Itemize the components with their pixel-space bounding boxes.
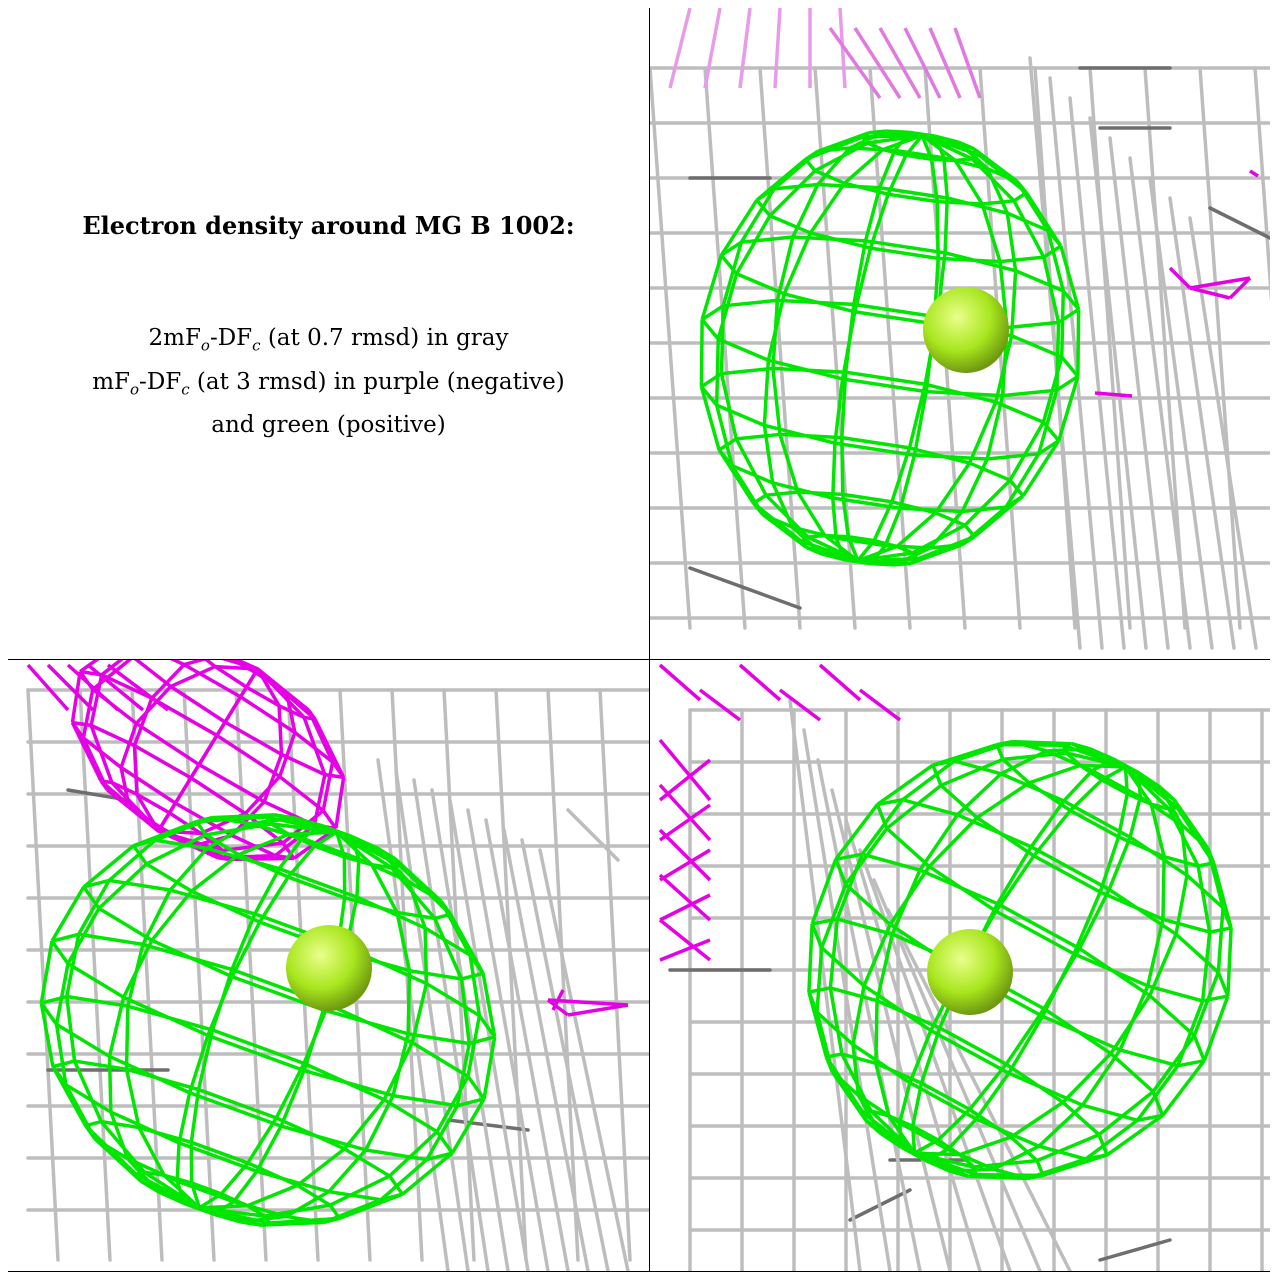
table-border-middle — [8, 659, 1270, 660]
magnesium-atom — [927, 929, 1013, 1015]
caption-body: 2mFo-DFc (at 0.7 rmsd) in gray mFo-DFc (… — [8, 320, 649, 443]
magnesium-atom — [923, 287, 1009, 373]
magnesium-atom — [286, 925, 372, 1011]
purple-mesh — [26, 660, 629, 1017]
caption-line-1: 2mFo-DFc (at 0.7 rmsd) in gray — [148, 325, 509, 355]
mesh-view-top-right — [650, 8, 1270, 659]
purple-mesh — [668, 8, 1259, 398]
density-mesh-svg-2 — [26, 660, 649, 1271]
gray-mesh — [650, 56, 1270, 650]
density-mesh-svg-1 — [650, 8, 1270, 650]
caption-title: Electron density around MG B 1002: — [82, 211, 575, 240]
table-border-center — [649, 8, 650, 1272]
density-mesh-svg-3 — [658, 663, 1270, 1271]
caption-line-3: and green (positive) — [211, 412, 446, 439]
caption-line-2: mFo-DFc (at 3 rmsd) in purple (negative) — [92, 368, 565, 399]
mesh-view-bottom-right — [650, 660, 1270, 1271]
mesh-view-bottom-left — [8, 660, 649, 1271]
purple-mesh — [658, 663, 902, 962]
caption-panel: Electron density around MG B 1002: 2mFo-… — [8, 8, 649, 659]
green-mesh — [807, 739, 1233, 1181]
green-mesh — [39, 813, 497, 1227]
table-border-bottom — [8, 1271, 1270, 1272]
